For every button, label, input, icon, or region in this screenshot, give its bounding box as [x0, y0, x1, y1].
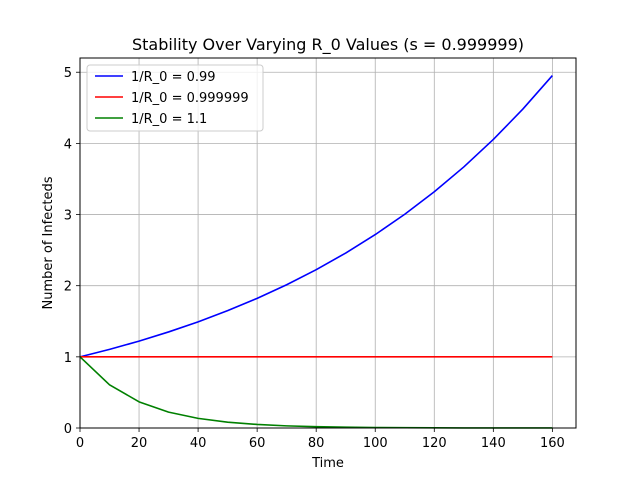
y-tick-label: 2: [64, 280, 72, 295]
chart-title: Stability Over Varying R_0 Values (s = 0…: [132, 35, 524, 55]
y-axis-label: Number of Infecteds: [41, 176, 56, 309]
x-tick-label: 120: [422, 436, 447, 451]
x-tick-label: 40: [190, 436, 207, 451]
x-tick-label: 140: [481, 436, 506, 451]
y-tick-label: 5: [64, 66, 72, 81]
x-tick-label: 0: [76, 436, 84, 451]
x-axis-ticks: 0 20 40 60 80 100 120 140 160: [76, 428, 565, 451]
legend-label-2: 1/R_0 = 0.999999: [131, 91, 249, 106]
y-tick-label: 1: [64, 351, 72, 366]
legend-label-3: 1/R_0 = 1.1: [131, 112, 207, 127]
x-tick-label: 160: [540, 436, 565, 451]
series-line-1: [79, 75, 553, 358]
x-tick-label: 100: [363, 436, 388, 451]
legend-label-1: 1/R_0 = 0.99: [131, 70, 216, 85]
x-axis-label: Time: [311, 456, 344, 471]
y-tick-label: 4: [64, 137, 72, 152]
legend: 1/R_0 = 0.99 1/R_0 = 0.999999 1/R_0 = 1.1: [86, 64, 264, 132]
plot-frame: [79, 57, 577, 429]
y-tick-label: 3: [64, 209, 72, 224]
legend-box: [86, 64, 264, 132]
x-tick-label: 80: [308, 436, 325, 451]
y-tick-label: 0: [64, 422, 72, 437]
y-axis-ticks: 0 1 2 3 4 5: [64, 66, 80, 437]
x-tick-label: 60: [249, 436, 266, 451]
x-tick-label: 20: [131, 436, 148, 451]
